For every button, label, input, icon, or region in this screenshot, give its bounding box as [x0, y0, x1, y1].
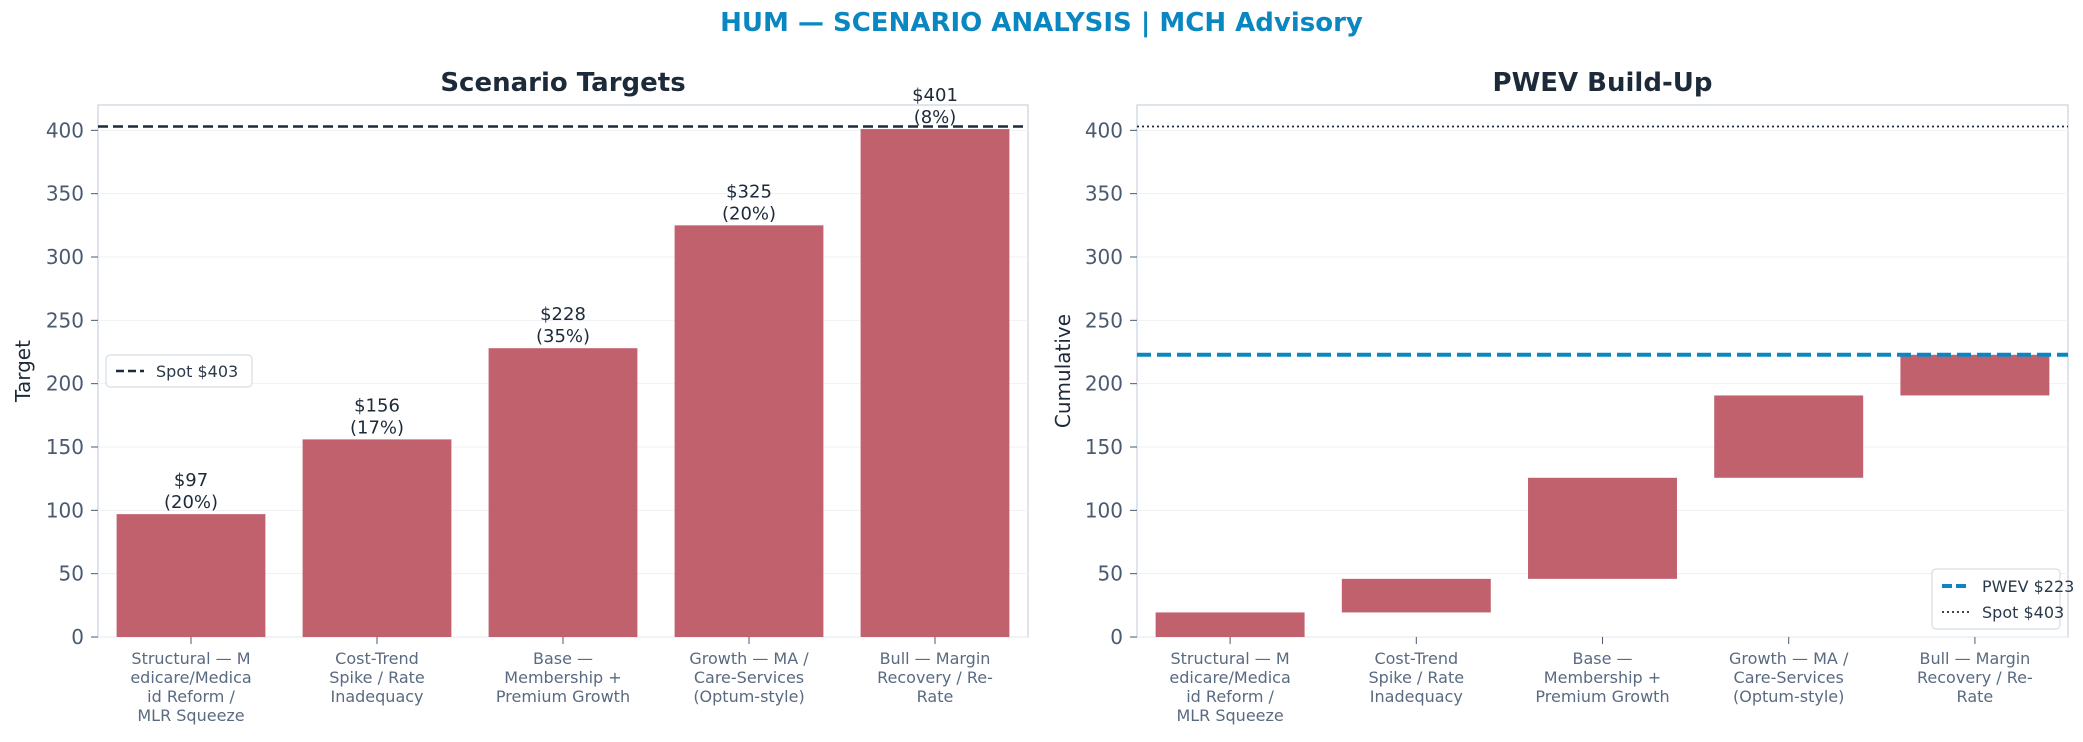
legend-label-pwev: PWEV $223 [1982, 577, 2074, 596]
x-tick-label: Spike / Rate [1369, 668, 1465, 687]
panel-title-1: Scenario Targets [440, 68, 685, 98]
y-tick-label: 300 [1085, 245, 1123, 269]
x-tick-label: Recovery / Re- [1917, 668, 2033, 687]
bar-probability-label: (35%) [536, 326, 590, 347]
y-tick-label: 100 [46, 498, 84, 522]
x-tick-label: Rate [1957, 687, 1994, 706]
x-tick-label: Growth — MA / [689, 649, 809, 668]
x-tick-label: Structural — M [1171, 649, 1290, 668]
bar [1900, 354, 2050, 396]
bar [116, 514, 266, 637]
bar-probability-label: (8%) [914, 107, 957, 128]
bar-probability-label: (17%) [350, 417, 404, 438]
y-tick-label: 50 [1098, 562, 1123, 586]
x-tick-label: edicare/Medica [130, 668, 251, 687]
x-tick-label: Bull — Margin [880, 649, 991, 668]
x-tick-label: Membership + [504, 668, 621, 687]
bar-probability-label: (20%) [164, 492, 218, 513]
x-tick-label: Base — [1572, 649, 1632, 668]
y-tick-label: 100 [1085, 498, 1123, 522]
x-tick-label: Cost-Trend [1374, 649, 1458, 668]
x-tick-label: Premium Growth [496, 687, 630, 706]
legend-label-spot: Spot $403 [1982, 603, 2064, 622]
bar [1155, 612, 1305, 637]
bar-value-label: $401 [912, 85, 958, 106]
y-tick-label: 300 [46, 245, 84, 269]
y-tick-label: 350 [1085, 182, 1123, 206]
x-tick-label: (Optum-style) [1733, 687, 1844, 706]
y-tick-label: 400 [1085, 118, 1123, 142]
x-tick-label: Care-Services [1734, 668, 1844, 687]
bar [1341, 578, 1491, 613]
x-tick-label: Spike / Rate [329, 668, 425, 687]
y-tick-label: 0 [71, 625, 84, 649]
y-tick-label: 0 [1110, 625, 1123, 649]
x-tick-label: Growth — MA / [1729, 649, 1849, 668]
y-tick-label: 200 [1085, 372, 1123, 396]
x-tick-label: Rate [917, 687, 954, 706]
bar [488, 348, 638, 637]
x-tick-label: Base — [533, 649, 593, 668]
panel-title-2: PWEV Build-Up [1493, 68, 1713, 98]
y-tick-label: 150 [46, 435, 84, 459]
bar [860, 129, 1010, 638]
x-tick-label: Membership + [1544, 668, 1661, 687]
bar-value-label: $97 [174, 470, 208, 491]
bar [1528, 477, 1677, 579]
x-tick-label: (Optum-style) [693, 687, 804, 706]
bar [674, 225, 824, 638]
y-tick-label: 150 [1085, 435, 1123, 459]
x-tick-label: id Reform / [147, 687, 235, 706]
y-tick-label: 250 [46, 308, 84, 332]
y-tick-label: 50 [59, 562, 84, 586]
x-tick-label: MLR Squeeze [1176, 706, 1283, 725]
y-axis-label: Target [11, 340, 35, 403]
page-title: HUM — SCENARIO ANALYSIS | MCH Advisory [720, 8, 1363, 38]
bar-probability-label: (20%) [722, 203, 776, 224]
y-tick-label: 400 [46, 118, 84, 142]
x-tick-label: Cost-Trend [335, 649, 419, 668]
legend-box [105, 354, 253, 388]
bar [302, 439, 452, 637]
x-tick-label: Bull — Margin [1919, 649, 2030, 668]
x-tick-label: id Reform / [1186, 687, 1274, 706]
x-tick-label: Inadequacy [330, 687, 423, 706]
x-tick-label: Structural — M [131, 649, 250, 668]
x-tick-label: MLR Squeeze [137, 706, 244, 725]
bar [1714, 395, 1864, 478]
x-tick-label: Recovery / Re- [877, 668, 993, 687]
bar-value-label: $228 [540, 304, 586, 325]
y-tick-label: 350 [46, 182, 84, 206]
x-tick-label: Premium Growth [1535, 687, 1669, 706]
y-tick-label: 200 [46, 372, 84, 396]
bar-value-label: $325 [726, 181, 772, 202]
x-tick-label: Inadequacy [1370, 687, 1463, 706]
y-tick-label: 250 [1085, 308, 1123, 332]
legend-label-spot: Spot $403 [156, 362, 238, 381]
x-tick-label: edicare/Medica [1169, 668, 1290, 687]
x-tick-label: Care-Services [694, 668, 804, 687]
y-axis-label: Cumulative [1051, 314, 1075, 428]
bar-value-label: $156 [354, 395, 400, 416]
